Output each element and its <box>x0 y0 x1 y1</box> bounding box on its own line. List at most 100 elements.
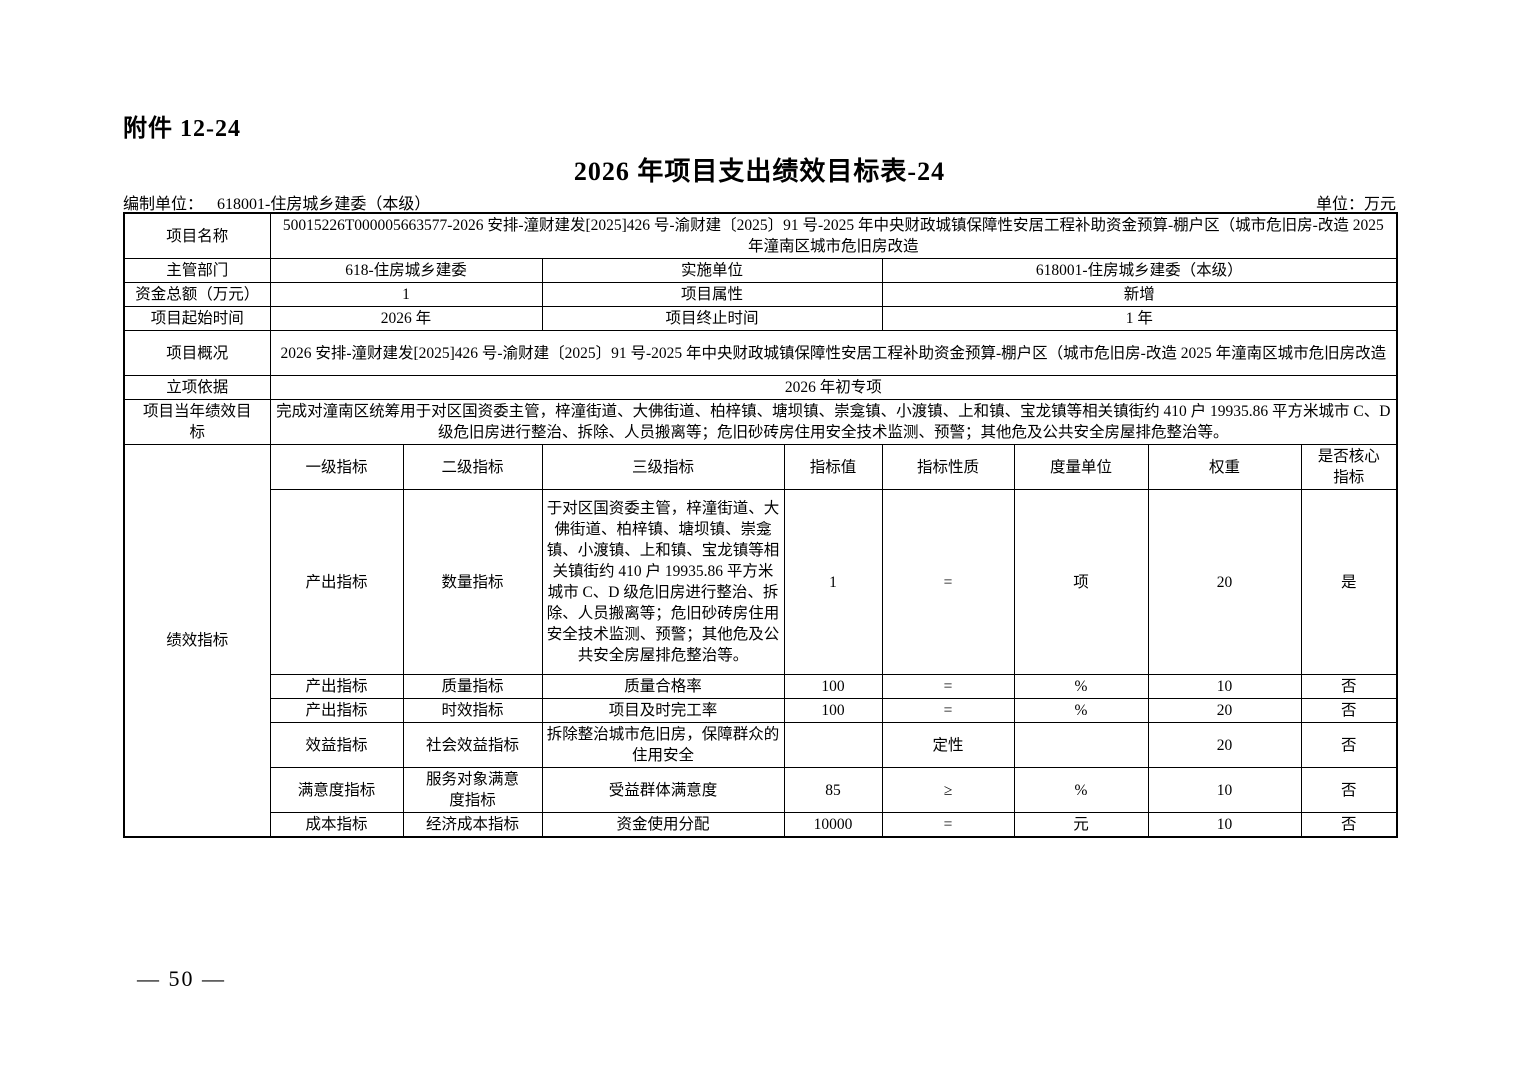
indicator-nature-cell: ≥ <box>881 767 1015 813</box>
page-title: 2026 年项目支出绩效目标表-24 <box>573 157 946 186</box>
indicator-weight-cell: 10 <box>1147 674 1302 699</box>
indicator-row: 产出指标 数量指标 于对区国资委主管，梓潼街道、大佛街道、柏梓镇、塘坝镇、崇龛镇… <box>124 489 1398 675</box>
indicator-level3-cell: 资金使用分配 <box>541 812 785 838</box>
page-number: — 50 — <box>137 966 226 991</box>
col-header-value: 指标值 <box>783 444 883 490</box>
indicator-level1-cell: 产出指标 <box>269 489 404 675</box>
end-value: 1 年 <box>881 306 1398 331</box>
annual-goal-label: 项目当年绩效目标 <box>123 399 271 445</box>
col-header-core-text: 是否核心指标 <box>1317 448 1380 486</box>
project-name-value: 50015226T000005663577-2026 安排-潼财建发[2025]… <box>269 212 1398 259</box>
meta-row: 编制单位： 618001-住房城乡建委（本级） 单位：万元 <box>123 190 1396 214</box>
attr-label: 项目属性 <box>541 282 883 307</box>
overview-value: 2026 安排-潼财建发[2025]426 号-渝财建〔2025〕91 号-20… <box>269 330 1398 376</box>
indicator-level1-cell: 成本指标 <box>269 812 404 838</box>
start-value: 2026 年 <box>269 306 543 331</box>
basis-label: 立项依据 <box>123 375 271 400</box>
indicator-level1-cell: 产出指标 <box>269 674 404 699</box>
col-header-core: 是否核心指标 <box>1300 444 1398 490</box>
overview-label: 项目概况 <box>123 330 271 376</box>
prepared-by-label: 编制单位： <box>123 196 204 213</box>
indicator-value-cell: 10000 <box>783 812 883 838</box>
col-header-weight: 权重 <box>1147 444 1302 490</box>
col-header-level1: 一级指标 <box>269 444 404 490</box>
row-project-name: 项目名称 50015226T000005663577-2026 安排-潼财建发[… <box>123 212 1398 259</box>
indicator-nature-cell: = <box>881 489 1015 675</box>
start-label: 项目起始时间 <box>123 306 271 331</box>
annual-goal-label-text: 项目当年绩效目标 <box>142 403 252 441</box>
indicator-unit-cell: % <box>1013 674 1149 699</box>
indicator-nature-cell: = <box>881 698 1015 723</box>
indicator-row: 产出指标 质量指标 质量合格率 100 = % 10 否 <box>124 674 1398 699</box>
indicator-level2-text: 服务对象满意度指标 <box>425 771 519 809</box>
indicator-level3-cell: 拆除整治城市危旧房，保障群众的住用安全 <box>541 722 785 768</box>
indicator-level2-cell: 经济成本指标 <box>402 812 543 838</box>
indicator-level3-cell: 于对区国资委主管，梓潼街道、大佛街道、柏梓镇、塘坝镇、崇龛镇、小渡镇、上和镇、宝… <box>541 489 785 675</box>
prepared-by-value: 618001-住房城乡建委（本级） <box>217 196 431 213</box>
indicator-level3-cell: 质量合格率 <box>541 674 785 699</box>
perf-label: 绩效指标 <box>123 444 271 838</box>
indicator-weight-cell: 20 <box>1147 698 1302 723</box>
end-label: 项目终止时间 <box>541 306 883 331</box>
row-overview: 项目概况 2026 安排-潼财建发[2025]426 号-渝财建〔2025〕91… <box>123 330 1398 376</box>
indicator-level3-cell: 项目及时完工率 <box>541 698 785 723</box>
indicator-level1-cell: 效益指标 <box>269 722 404 768</box>
indicator-weight-cell: 10 <box>1147 812 1302 838</box>
indicator-core-cell: 否 <box>1300 812 1398 838</box>
indicator-header-row: 绩效指标 一级指标 二级指标 三级指标 指标值 指标性质 度量单位 权重 是否核… <box>123 444 1398 838</box>
indicator-value-cell <box>783 722 883 768</box>
indicator-row: 满意度指标 服务对象满意度指标 受益群体满意度 85 ≥ % 10 否 <box>124 767 1398 813</box>
indicator-unit-cell: % <box>1013 767 1149 813</box>
indicator-row: 效益指标 社会效益指标 拆除整治城市危旧房，保障群众的住用安全 定性 20 否 <box>124 722 1398 768</box>
indicator-value-cell: 100 <box>783 674 883 699</box>
indicator-nature-cell: = <box>881 674 1015 699</box>
col-header-unit: 度量单位 <box>1013 444 1149 490</box>
indicator-weight-cell: 20 <box>1147 722 1302 768</box>
indicator-weight-cell: 20 <box>1147 489 1302 675</box>
dept-label: 主管部门 <box>123 258 271 283</box>
indicator-unit-cell: % <box>1013 698 1149 723</box>
unit-note: 单位：万元 <box>1315 196 1396 213</box>
indicator-value-cell: 1 <box>783 489 883 675</box>
attachment-label: 附件 12-24 <box>123 116 241 142</box>
indicator-core-cell: 否 <box>1300 698 1398 723</box>
impl-value: 618001-住房城乡建委（本级） <box>881 258 1398 283</box>
indicator-unit-cell: 元 <box>1013 812 1149 838</box>
row-annual-goal: 项目当年绩效目标 完成对潼南区统筹用于对区国资委主管，梓潼街道、大佛街道、柏梓镇… <box>123 399 1398 445</box>
indicator-unit-cell <box>1013 722 1149 768</box>
indicator-level2-cell: 质量指标 <box>402 674 543 699</box>
indicator-row: 成本指标 经济成本指标 资金使用分配 10000 = 元 10 否 <box>124 812 1398 838</box>
attr-value: 新增 <box>881 282 1398 307</box>
indicator-core-cell: 否 <box>1300 722 1398 768</box>
indicator-level2-cell: 服务对象满意度指标 <box>402 767 543 813</box>
indicator-level1-cell: 产出指标 <box>269 698 404 723</box>
indicator-nature-cell: 定性 <box>881 722 1015 768</box>
indicator-level1-cell: 满意度指标 <box>269 767 404 813</box>
project-name-label: 项目名称 <box>123 212 271 259</box>
indicator-unit-cell: 项 <box>1013 489 1149 675</box>
indicator-nature-cell: = <box>881 812 1015 838</box>
amount-value: 1 <box>269 282 543 307</box>
indicator-level2-cell: 社会效益指标 <box>402 722 543 768</box>
dept-value: 618-住房城乡建委 <box>269 258 543 283</box>
indicator-value-cell: 85 <box>783 767 883 813</box>
indicator-core-cell: 否 <box>1300 767 1398 813</box>
annual-goal-value: 完成对潼南区统筹用于对区国资委主管，梓潼街道、大佛街道、柏梓镇、塘坝镇、崇龛镇、… <box>269 399 1398 445</box>
indicator-row: 产出指标 时效指标 项目及时完工率 100 = % 20 否 <box>124 698 1398 723</box>
prepared-by: 编制单位： 618001-住房城乡建委（本级） <box>123 190 430 214</box>
indicator-level2-cell: 数量指标 <box>402 489 543 675</box>
basis-value: 2026 年初专项 <box>269 375 1398 400</box>
row-basis: 立项依据 2026 年初专项 <box>123 375 1398 400</box>
indicator-core-cell: 是 <box>1300 489 1398 675</box>
indicator-value-cell: 100 <box>783 698 883 723</box>
indicator-level3-cell: 受益群体满意度 <box>541 767 785 813</box>
col-header-nature: 指标性质 <box>881 444 1015 490</box>
row-amount: 资金总额（万元） 1 项目属性 新增 <box>123 282 1398 307</box>
col-header-level3: 三级指标 <box>541 444 785 490</box>
amount-label: 资金总额（万元） <box>123 282 271 307</box>
indicator-level2-cell: 时效指标 <box>402 698 543 723</box>
indicator-weight-cell: 10 <box>1147 767 1302 813</box>
performance-target-table: 项目名称 50015226T000005663577-2026 安排-潼财建发[… <box>123 212 1399 838</box>
col-header-level2: 二级指标 <box>402 444 543 490</box>
row-dept: 主管部门 618-住房城乡建委 实施单位 618001-住房城乡建委（本级） <box>123 258 1398 283</box>
